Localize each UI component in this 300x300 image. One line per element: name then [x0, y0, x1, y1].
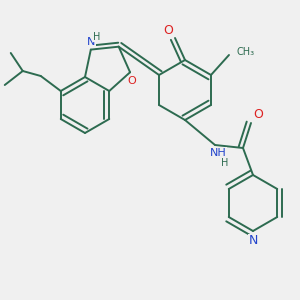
Text: O: O [163, 23, 173, 37]
Text: N: N [248, 235, 258, 248]
Text: N: N [87, 37, 95, 46]
Text: NH: NH [210, 148, 226, 158]
Text: CH₃: CH₃ [237, 47, 255, 57]
Text: H: H [221, 158, 229, 168]
Text: O: O [253, 107, 263, 121]
Text: H: H [93, 32, 100, 42]
Text: O: O [128, 76, 136, 86]
